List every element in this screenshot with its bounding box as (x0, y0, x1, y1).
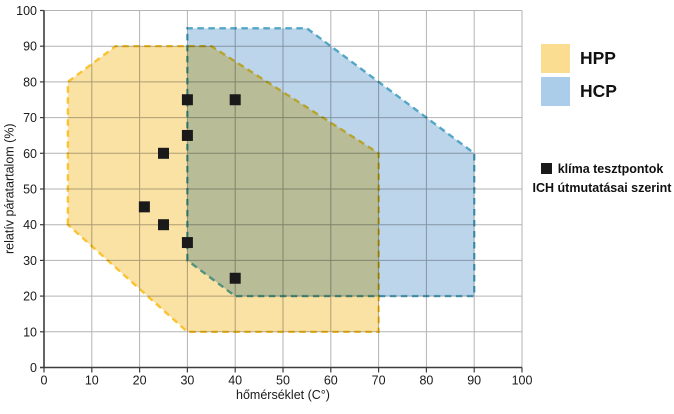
y-tick-label-40: 40 (23, 218, 37, 232)
hcp-region (186, 27, 476, 298)
test-point-30-75 (181, 94, 193, 106)
y-tick-label-30: 30 (23, 254, 37, 268)
note-line-1: klíma tesztpontok (528, 160, 674, 179)
y-tick-label-20: 20 (23, 290, 37, 304)
x-tick-label-30: 30 (180, 374, 194, 388)
legend-item-hpp: HPP (541, 44, 617, 73)
x-tick-label-60: 60 (324, 374, 338, 388)
x-tick-label-100: 100 (512, 374, 533, 388)
x-tick-label-50: 50 (276, 374, 290, 388)
hcp-swatch (541, 77, 570, 106)
test-point-30-35 (181, 237, 193, 249)
x-tick-label-40: 40 (228, 374, 242, 388)
y-axis-title: relatív páratartalom (%) (2, 123, 17, 255)
y-tick-label-10: 10 (23, 325, 37, 339)
y-tick-label-80: 80 (23, 75, 37, 89)
test-point-25-60 (158, 147, 169, 159)
test-point-21-45 (138, 201, 150, 213)
legend-label-hpp: HPP (580, 48, 616, 68)
test-point-40-75 (229, 94, 241, 106)
note-text-1: klíma tesztpontok (557, 162, 664, 176)
legend: HPP HCP (541, 44, 617, 110)
test-point-30-65 (181, 129, 193, 141)
test-point-marker-icon (540, 163, 552, 174)
hpp-swatch (541, 44, 570, 73)
y-tick-label-60: 60 (23, 147, 37, 161)
x-tick-label-10: 10 (85, 374, 99, 388)
y-tick-label-100: 100 (16, 4, 37, 18)
y-tick-label-70: 70 (23, 111, 37, 125)
legend-label-hcp: HCP (580, 81, 617, 101)
x-tick-label-80: 80 (419, 374, 433, 388)
y-tick-label-0: 0 (30, 361, 37, 375)
test-point-40-25 (229, 272, 241, 284)
note-line-2: ICH útmutatásai szerint (532, 181, 672, 196)
x-tick-label-70: 70 (372, 374, 386, 388)
x-tick-label-90: 90 (467, 374, 481, 388)
y-tick-label-90: 90 (23, 40, 37, 54)
test-point-25-40 (158, 219, 169, 231)
legend-item-hcp: HCP (541, 77, 617, 106)
test-points-note: klíma tesztpontok ICH útmutatásai szerin… (528, 160, 674, 199)
x-tick-label-20: 20 (133, 374, 147, 388)
x-tick-label-0: 0 (41, 374, 48, 388)
x-axis-title: hőmérséklet (C°) (236, 388, 330, 402)
y-tick-label-50: 50 (23, 183, 37, 197)
